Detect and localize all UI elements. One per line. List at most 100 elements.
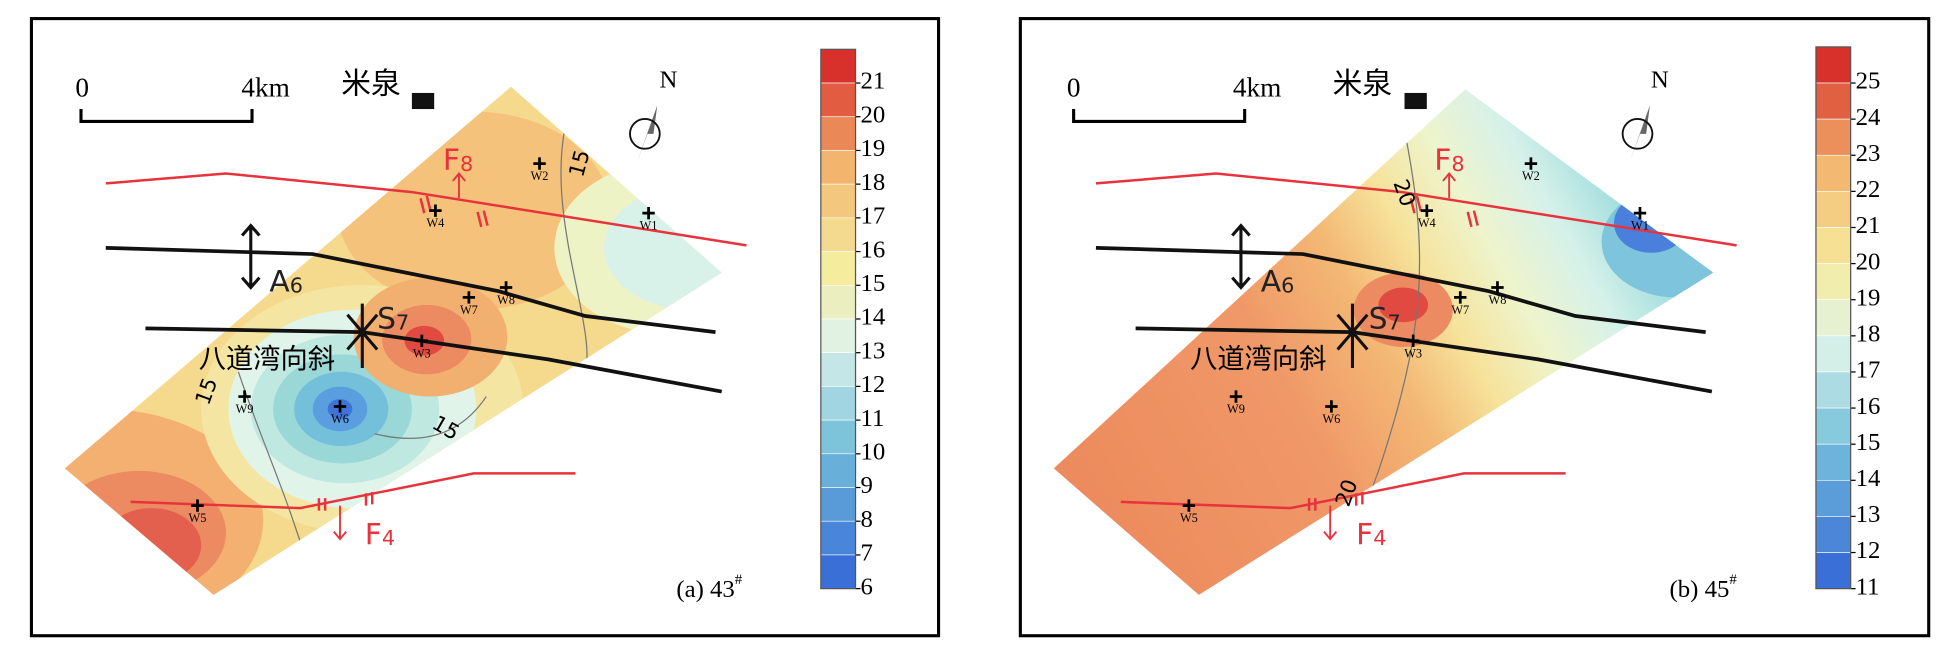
well-marker bbox=[1229, 390, 1243, 403]
colorbar-label: 14 bbox=[860, 304, 885, 331]
fault-label: F4 bbox=[365, 517, 395, 552]
colorbar-cell bbox=[1815, 263, 1851, 301]
well-label: W3 bbox=[1404, 346, 1422, 360]
caption-label: (a) 43 bbox=[676, 576, 734, 603]
north-label: N bbox=[659, 66, 677, 93]
fold-label: A6 bbox=[269, 264, 303, 299]
colorbar-label: 21 bbox=[860, 68, 885, 95]
colorbar-label: 22 bbox=[1856, 176, 1881, 203]
well-marker bbox=[1325, 400, 1338, 413]
colorbar-cell bbox=[1815, 299, 1851, 337]
colorbar-cell bbox=[820, 217, 856, 252]
colorbar-label: 9 bbox=[860, 472, 872, 499]
fault-label-letter: F bbox=[1356, 517, 1373, 552]
colorbar-label: 17 bbox=[860, 203, 885, 230]
well-label: W4 bbox=[1418, 216, 1436, 230]
colorbar-cell bbox=[1815, 335, 1851, 373]
colorbar-cell bbox=[820, 453, 856, 488]
well-marker bbox=[415, 334, 428, 347]
anticline-symbol bbox=[240, 223, 261, 290]
colorbar-cell bbox=[820, 352, 856, 387]
colorbar-label: 20 bbox=[1856, 248, 1881, 275]
colorbar-label: 21 bbox=[1856, 212, 1881, 239]
fold-label-letter: S bbox=[1369, 301, 1388, 336]
colorbar-cell bbox=[820, 116, 856, 151]
scale-end: 4km bbox=[1233, 73, 1281, 103]
fault-label-subscript: 8 bbox=[1451, 152, 1464, 176]
syncline-symbol bbox=[346, 303, 379, 369]
caption: (a) 43# bbox=[676, 573, 742, 603]
fold-label-letter: A bbox=[1261, 264, 1282, 299]
colorbar-label: 16 bbox=[860, 236, 885, 263]
well-marker bbox=[1633, 206, 1647, 220]
well-label: W8 bbox=[1489, 293, 1507, 307]
well-marker bbox=[429, 204, 442, 217]
colorbar-cell bbox=[1815, 407, 1851, 445]
colorbar-label: 15 bbox=[1856, 429, 1881, 456]
colorbar-frame bbox=[820, 48, 857, 590]
syncline-name: 八道湾向斜 bbox=[199, 344, 335, 374]
caption-label: (b) 45 bbox=[1670, 576, 1730, 603]
fold-label-subscript: 7 bbox=[1387, 310, 1400, 334]
colorbar-label: 11 bbox=[860, 405, 884, 432]
fault-tick bbox=[317, 195, 489, 511]
well-marker bbox=[238, 390, 251, 403]
colorbar-label: 15 bbox=[860, 270, 885, 297]
well-marker bbox=[191, 499, 204, 512]
caption-superscript: # bbox=[1729, 573, 1737, 589]
well-marker bbox=[1182, 499, 1196, 512]
well-label: W6 bbox=[331, 412, 349, 426]
fault-line bbox=[130, 472, 576, 510]
colorbar-label: 17 bbox=[1856, 357, 1881, 384]
colorbar-label: 13 bbox=[860, 337, 885, 364]
panel-frame bbox=[1018, 17, 1931, 638]
well-marker bbox=[1406, 334, 1420, 347]
well-marker bbox=[1420, 204, 1434, 217]
well-label: W1 bbox=[640, 219, 658, 233]
scale-end: 4km bbox=[241, 73, 289, 103]
colorbar-cell bbox=[1815, 191, 1851, 228]
colorbar-label: 10 bbox=[860, 439, 885, 466]
colorbar-cell bbox=[820, 554, 856, 589]
colorbar-cell bbox=[1815, 82, 1851, 120]
well-marker bbox=[1524, 157, 1538, 170]
scale-start: 0 bbox=[75, 73, 89, 103]
place-name: 米泉 bbox=[341, 68, 400, 101]
colorbar-label: 8 bbox=[860, 506, 872, 533]
north-label: N bbox=[1651, 66, 1669, 93]
colorbar-cell bbox=[820, 386, 856, 421]
colorbar-frame bbox=[1815, 46, 1852, 590]
colorbar-cell bbox=[1815, 371, 1851, 409]
colorbar-label: 20 bbox=[860, 101, 885, 128]
colorbar-cell bbox=[1815, 227, 1851, 264]
caption: (b) 45# bbox=[1670, 573, 1738, 603]
fold-label-letter: A bbox=[269, 264, 290, 299]
colorbar-cell bbox=[1815, 552, 1851, 589]
colorbar-cell bbox=[1815, 154, 1851, 192]
well-marker bbox=[499, 281, 513, 294]
colorbar-label: 11 bbox=[1856, 573, 1880, 600]
colorbar-label: 12 bbox=[860, 371, 885, 398]
fold-label: A6 bbox=[1261, 264, 1295, 299]
colorbar-label: 12 bbox=[1856, 537, 1881, 564]
fold-label-subscript: 7 bbox=[396, 310, 409, 334]
colorbar-label: 23 bbox=[1856, 140, 1881, 167]
fault-label-letter: F bbox=[443, 143, 460, 178]
structures bbox=[105, 171, 1739, 541]
colorbar-cell bbox=[820, 487, 856, 522]
colorbar-label: 19 bbox=[860, 135, 885, 162]
fold-label-subscript: 6 bbox=[1281, 273, 1294, 297]
fault-label-subscript: 8 bbox=[460, 152, 473, 176]
place-name: 米泉 bbox=[1333, 68, 1392, 101]
colorbar-cell bbox=[820, 419, 856, 455]
well-marker bbox=[1491, 281, 1504, 294]
fault-label-letter: F bbox=[1434, 143, 1451, 178]
colorbar-label: 18 bbox=[1856, 321, 1881, 348]
well-label: W2 bbox=[1522, 169, 1540, 183]
fault-label: F8 bbox=[443, 143, 473, 178]
colorbar-cell bbox=[820, 284, 856, 320]
well-label: W9 bbox=[1227, 402, 1245, 416]
colorbar-label: 24 bbox=[1856, 104, 1881, 131]
fault-label-subscript: 4 bbox=[1373, 526, 1386, 550]
